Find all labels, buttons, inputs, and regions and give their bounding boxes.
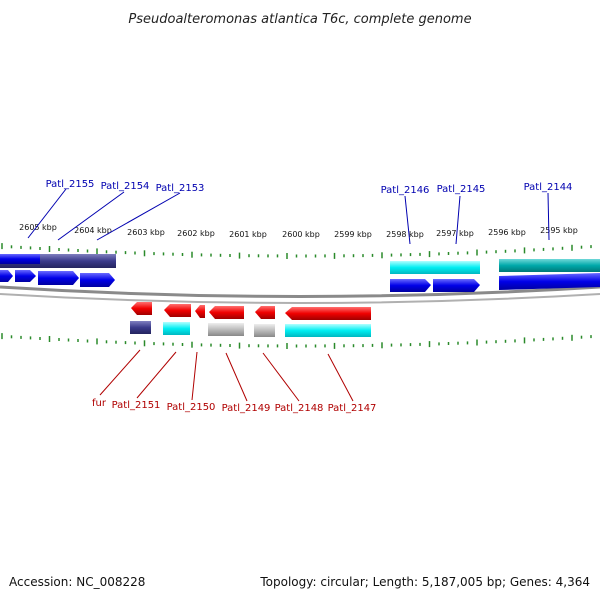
gene-label[interactable]: Patl_2150 [167,402,216,413]
gene-arrow[interactable] [433,279,480,292]
genome-backbone [0,285,600,298]
top-gene-labels: Patl_2155 Patl_2154 Patl_2153 Patl_2146 … [46,179,573,196]
scale-tick-label: 2602 kbp [177,229,215,238]
gene-arrow[interactable] [131,302,152,315]
feature-box-navy[interactable] [130,321,151,334]
reverse-strand-genes [131,302,371,320]
gene-label[interactable]: fur [92,398,107,409]
gene-arrow[interactable] [38,271,79,285]
bottom-feature-bands [130,321,371,337]
callout-line [96,192,181,241]
gene-arrow[interactable] [80,273,115,287]
scale-tick-label: 2596 kbp [488,228,526,237]
bottom-gene-callouts [99,349,354,402]
top-feature-bands [0,254,600,274]
callout-line [547,192,550,241]
callout-line [191,351,198,401]
gene-arrow[interactable] [195,305,205,318]
forward-strand-genes [0,270,600,292]
gene-label[interactable]: Patl_2151 [112,400,161,411]
callout-line [57,191,125,241]
gene-arrow[interactable] [390,279,431,292]
tick-row-bottom [1,333,592,349]
callout-line [136,351,177,399]
scale-tick-label: 2604 kbp [74,226,112,235]
scale-tick-label: 2595 kbp [540,226,578,235]
page-title: Pseudoalteromonas atlantica T6c, complet… [128,12,471,27]
gene-label[interactable]: Patl_2144 [524,182,573,193]
topology-label: Topology: circular; Length: 5,187,005 bp… [259,575,590,589]
callout-line [455,195,461,245]
feature-box-teal[interactable] [499,259,600,272]
callout-line [262,352,300,402]
feature-box-cyan[interactable] [285,324,371,337]
tick-row-top [1,243,592,259]
scale-tick-label: 2599 kbp [334,230,372,239]
feature-box-blue[interactable] [0,254,40,264]
gene-label[interactable]: Patl_2149 [222,403,271,414]
callout-line [99,349,141,396]
gene-arrow[interactable] [285,307,371,320]
gene-arrow[interactable] [209,306,244,319]
feature-box-grey[interactable] [208,323,244,336]
scale-tick-label: 2598 kbp [386,230,424,239]
genome-backbone-inner [0,293,600,304]
scale-tick-label: 2601 kbp [229,230,267,239]
gene-label[interactable]: Patl_2155 [46,179,95,190]
gene-label[interactable]: Patl_2154 [101,181,150,192]
gene-label[interactable]: Patl_2146 [381,185,430,196]
gene-arrow[interactable] [255,306,275,319]
gene-arrow[interactable] [0,270,13,282]
accession-label: Accession: NC_008228 [9,575,145,589]
feature-box-grey[interactable] [254,324,275,337]
gene-arrow[interactable] [15,270,36,282]
top-gene-callouts [27,188,550,245]
scale-tick-label: 2600 kbp [282,230,320,239]
feature-box-cyan[interactable] [390,261,480,274]
callout-line [27,188,67,239]
gene-arrow[interactable] [499,273,600,290]
callout-line [404,195,411,245]
feature-box-cyan[interactable] [163,322,190,335]
scale-labels: 2605 kbp 2604 kbp 2603 kbp 2602 kbp 2601… [19,223,578,239]
scale-tick-label: 2605 kbp [19,223,57,232]
bottom-gene-labels: fur Patl_2151 Patl_2150 Patl_2149 Patl_2… [92,398,376,414]
callout-line [225,352,248,402]
scale-tick-label: 2597 kbp [436,229,474,238]
callout-line [327,353,354,402]
scale-tick-label: 2603 kbp [127,228,165,237]
gene-arrow[interactable] [164,304,191,317]
gene-label[interactable]: Patl_2153 [156,183,205,194]
gene-label[interactable]: Patl_2145 [437,184,486,195]
gene-label[interactable]: Patl_2148 [275,403,324,414]
gene-label[interactable]: Patl_2147 [328,403,377,414]
